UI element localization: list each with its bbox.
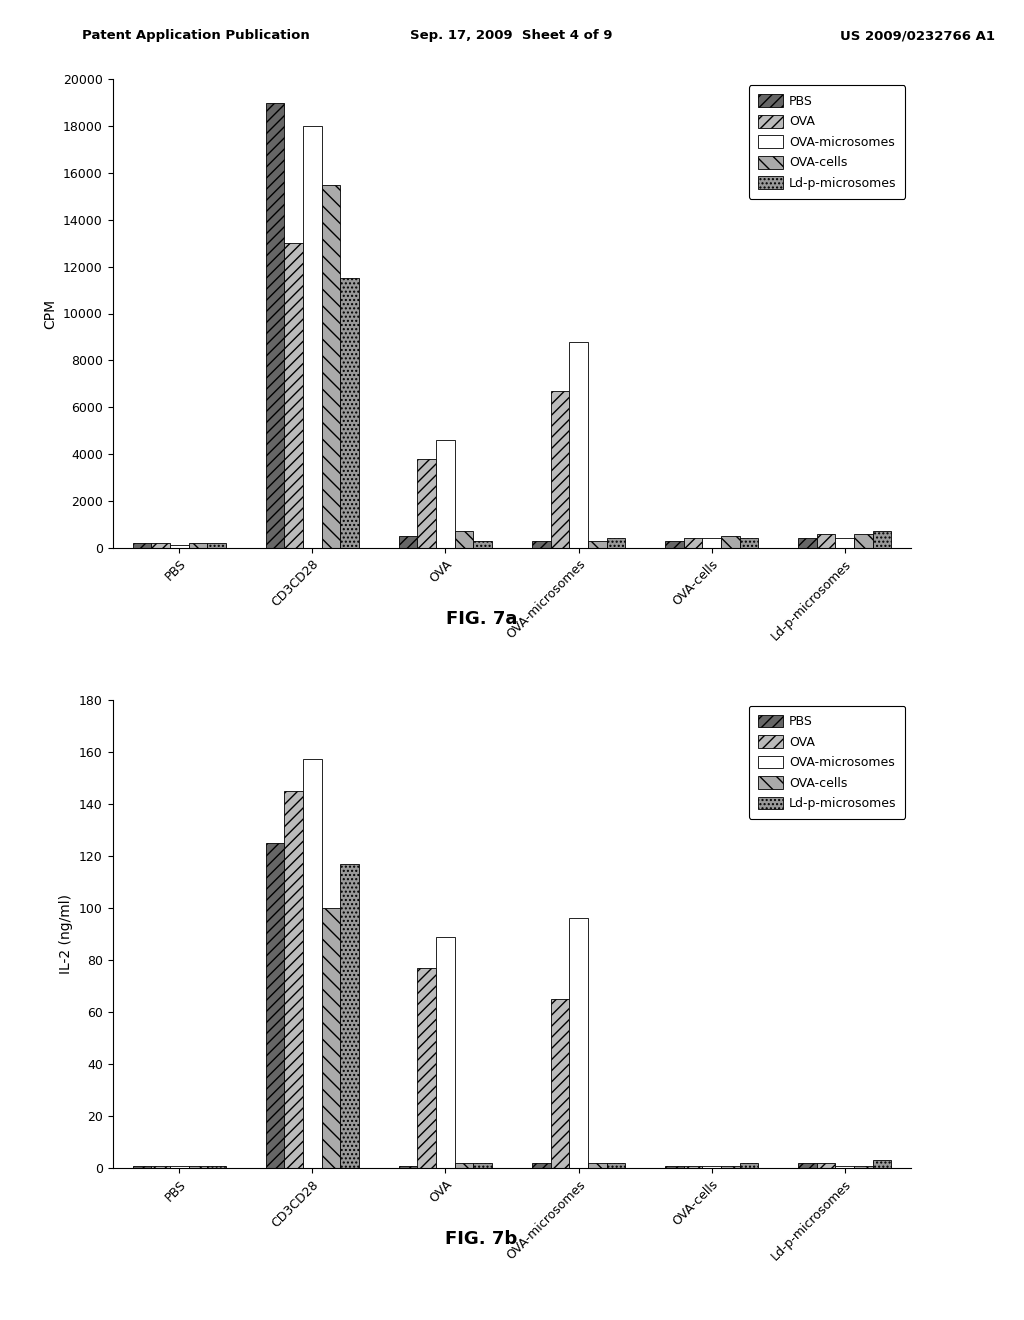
Bar: [702, 539, 721, 548]
Bar: [817, 533, 836, 548]
Bar: [588, 541, 606, 548]
Bar: [303, 759, 322, 1168]
Bar: [872, 1160, 891, 1168]
Bar: [836, 539, 854, 548]
Bar: [702, 1166, 721, 1168]
Bar: [684, 539, 702, 548]
Bar: [455, 1163, 473, 1168]
Bar: [551, 999, 569, 1168]
Bar: [473, 541, 493, 548]
Bar: [322, 908, 340, 1168]
Bar: [170, 545, 188, 548]
Bar: [588, 1163, 606, 1168]
Bar: [170, 1166, 188, 1168]
Bar: [152, 543, 170, 548]
Bar: [606, 1163, 625, 1168]
Y-axis label: CPM: CPM: [43, 298, 57, 329]
Bar: [569, 919, 588, 1168]
Bar: [207, 543, 225, 548]
Bar: [285, 243, 303, 548]
Bar: [798, 539, 817, 548]
Bar: [132, 1166, 152, 1168]
Bar: [265, 103, 285, 548]
Bar: [152, 1166, 170, 1168]
Bar: [532, 541, 551, 548]
Bar: [188, 1166, 207, 1168]
Bar: [798, 1163, 817, 1168]
Bar: [532, 1163, 551, 1168]
Text: Sep. 17, 2009  Sheet 4 of 9: Sep. 17, 2009 Sheet 4 of 9: [410, 29, 612, 42]
Text: FIG. 7b: FIG. 7b: [445, 1230, 517, 1249]
Bar: [666, 1166, 684, 1168]
Text: Patent Application Publication: Patent Application Publication: [82, 29, 309, 42]
Bar: [551, 391, 569, 548]
Bar: [854, 533, 872, 548]
Bar: [285, 791, 303, 1168]
Bar: [418, 968, 436, 1168]
Bar: [340, 279, 358, 548]
Bar: [606, 539, 625, 548]
Bar: [721, 1166, 739, 1168]
Bar: [322, 185, 340, 548]
Bar: [436, 936, 455, 1168]
Bar: [188, 543, 207, 548]
Bar: [207, 1166, 225, 1168]
Legend: PBS, OVA, OVA-microsomes, OVA-cells, Ld-p-microsomes: PBS, OVA, OVA-microsomes, OVA-cells, Ld-…: [749, 706, 905, 818]
Bar: [132, 543, 152, 548]
Bar: [817, 1163, 836, 1168]
Y-axis label: IL-2 (ng/ml): IL-2 (ng/ml): [59, 894, 74, 974]
Legend: PBS, OVA, OVA-microsomes, OVA-cells, Ld-p-microsomes: PBS, OVA, OVA-microsomes, OVA-cells, Ld-…: [749, 86, 905, 198]
Bar: [436, 440, 455, 548]
Text: US 2009/0232766 A1: US 2009/0232766 A1: [840, 29, 994, 42]
Text: FIG. 7a: FIG. 7a: [445, 610, 517, 628]
Bar: [398, 1166, 418, 1168]
Bar: [666, 541, 684, 548]
Bar: [854, 1166, 872, 1168]
Bar: [473, 1163, 493, 1168]
Bar: [398, 536, 418, 548]
Bar: [303, 125, 322, 548]
Bar: [836, 1166, 854, 1168]
Bar: [265, 842, 285, 1168]
Bar: [721, 536, 739, 548]
Bar: [455, 532, 473, 548]
Bar: [684, 1166, 702, 1168]
Bar: [872, 532, 891, 548]
Bar: [739, 539, 758, 548]
Bar: [418, 459, 436, 548]
Bar: [569, 342, 588, 548]
Bar: [340, 863, 358, 1168]
Bar: [739, 1163, 758, 1168]
